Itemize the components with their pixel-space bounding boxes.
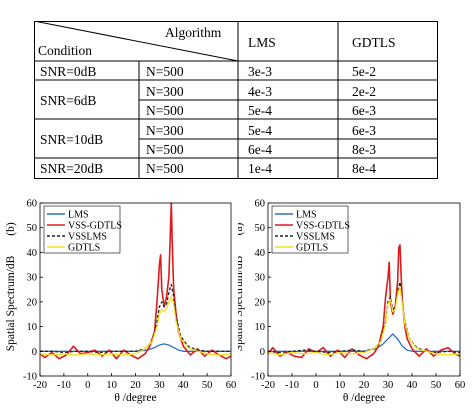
y-tick-label: 0 (260, 347, 265, 358)
y-axis-label: Spatial Spectrum/dB (5, 255, 17, 351)
lms-cell: 6e-4 (248, 142, 272, 157)
series-line-gdtls (39, 296, 232, 356)
x-tick-label: 60 (455, 380, 466, 391)
y-tick-label: 30 (255, 273, 266, 284)
gdtls-cell: 8e-3 (352, 142, 376, 157)
y-tick-label: 10 (27, 322, 38, 333)
header-algorithm: Algorithm (165, 25, 222, 40)
x-tick-label: -10 (57, 380, 71, 391)
y-tick-label: 40 (255, 248, 266, 259)
legend-label: VSS-GDTLS (68, 221, 122, 232)
legend-label: VSSLMS (296, 232, 335, 243)
spectrum-chart-a: -20 -10 0 10 20 30 40 50 60 -10 0 10 20 30 40 50 60 θ /de… (233, 196, 474, 408)
lms-cell: 1e-4 (248, 161, 272, 176)
snr-cell: SNR=10dB (40, 132, 104, 147)
x-tick-label: 30 (154, 380, 165, 391)
n-cell: N=500 (146, 103, 184, 118)
x-tick-label: 40 (407, 380, 418, 391)
x-tick-label: -20 (261, 380, 275, 391)
x-tick-label: 10 (335, 380, 346, 391)
x-axis-label: θ /degree (114, 392, 156, 404)
spectrum-chart-b: -20 -10 0 10 20 30 40 50 60 -10 0 10 20 30 40 50 60 θ /de… (0, 196, 238, 408)
x-axis-label: θ /degree (343, 392, 385, 404)
snr-cell: SNR=20dB (40, 161, 104, 176)
n-cell: N=500 (146, 161, 184, 176)
x-tick-label: 20 (130, 380, 141, 391)
header-condition: Condition (38, 43, 93, 58)
y-tick-label: 50 (255, 223, 266, 234)
gdtls-cell: 5e-2 (352, 64, 376, 79)
y-tick-label: 60 (27, 199, 38, 210)
y-tick-label: 60 (255, 199, 266, 210)
x-tick-label: 30 (383, 380, 394, 391)
results-table: Algorithm Condition LMS GDTLS SNR=0dB SN… (34, 21, 438, 179)
x-tick-label: -20 (33, 380, 47, 391)
x-tick-label: 0 (313, 380, 318, 391)
x-tick-label: 50 (202, 380, 213, 391)
x-tick-label: -10 (285, 380, 299, 391)
series-line-gdtls (267, 286, 461, 356)
header-diagonal (34, 21, 239, 62)
panel-label: (a) (238, 222, 245, 235)
x-tick-label: 40 (178, 380, 189, 391)
n-cell: N=500 (146, 64, 184, 79)
y-tick-label: 50 (27, 223, 38, 234)
series-line-vss-gdtls (39, 202, 232, 360)
y-tick-label: -10 (23, 372, 37, 383)
lms-cell: 5e-4 (248, 123, 272, 138)
legend-label: GDTLS (68, 243, 100, 254)
series-line-vss-gdtls (267, 244, 461, 360)
panel-label: (b) (5, 222, 17, 236)
series-line-lms (268, 333, 460, 352)
series-line-vsslms (267, 281, 461, 354)
lms-cell: 4e-3 (248, 84, 272, 99)
y-tick-label: 10 (255, 322, 266, 333)
legend-label: GDTLS (296, 243, 328, 254)
n-cell: N=500 (146, 142, 184, 157)
x-tick-label: 50 (431, 380, 442, 391)
x-tick-label: 20 (359, 380, 370, 391)
gdtls-cell: 6e-3 (352, 123, 376, 138)
y-tick-label: 30 (27, 273, 38, 284)
gdtls-cell: 8e-4 (352, 161, 376, 176)
y-tick-label: 40 (27, 248, 38, 259)
y-tick-label: 20 (255, 297, 266, 308)
snr-cell: SNR=0dB (40, 64, 97, 79)
x-tick-label: 0 (85, 380, 90, 391)
gdtls-cell: 2e-2 (352, 84, 376, 99)
y-tick-label: 0 (32, 347, 37, 358)
lms-cell: 3e-3 (248, 64, 272, 79)
n-cell: N=300 (146, 123, 184, 138)
legend-label: LMS (296, 210, 317, 221)
x-tick-label: 10 (106, 380, 117, 391)
gdtls-cell: 6e-3 (352, 103, 376, 118)
x-tick-label: 60 (226, 380, 237, 391)
legend-label: VSS-GDTLS (296, 221, 350, 232)
series-line-vsslms (40, 283, 231, 354)
y-tick-label: -10 (251, 372, 265, 383)
header-lms: LMS (248, 35, 276, 50)
table-grid (34, 21, 438, 179)
lms-cell: 5e-4 (248, 103, 272, 118)
y-axis-label: Spatial Spectrum/dB (238, 255, 245, 351)
y-tick-label: 20 (27, 297, 38, 308)
n-cell: N=300 (146, 84, 184, 99)
legend-label: VSSLMS (68, 232, 107, 243)
snr-cell: SNR=6dB (40, 93, 97, 108)
legend-label: LMS (68, 210, 89, 221)
header-gdtls: GDTLS (352, 35, 396, 50)
